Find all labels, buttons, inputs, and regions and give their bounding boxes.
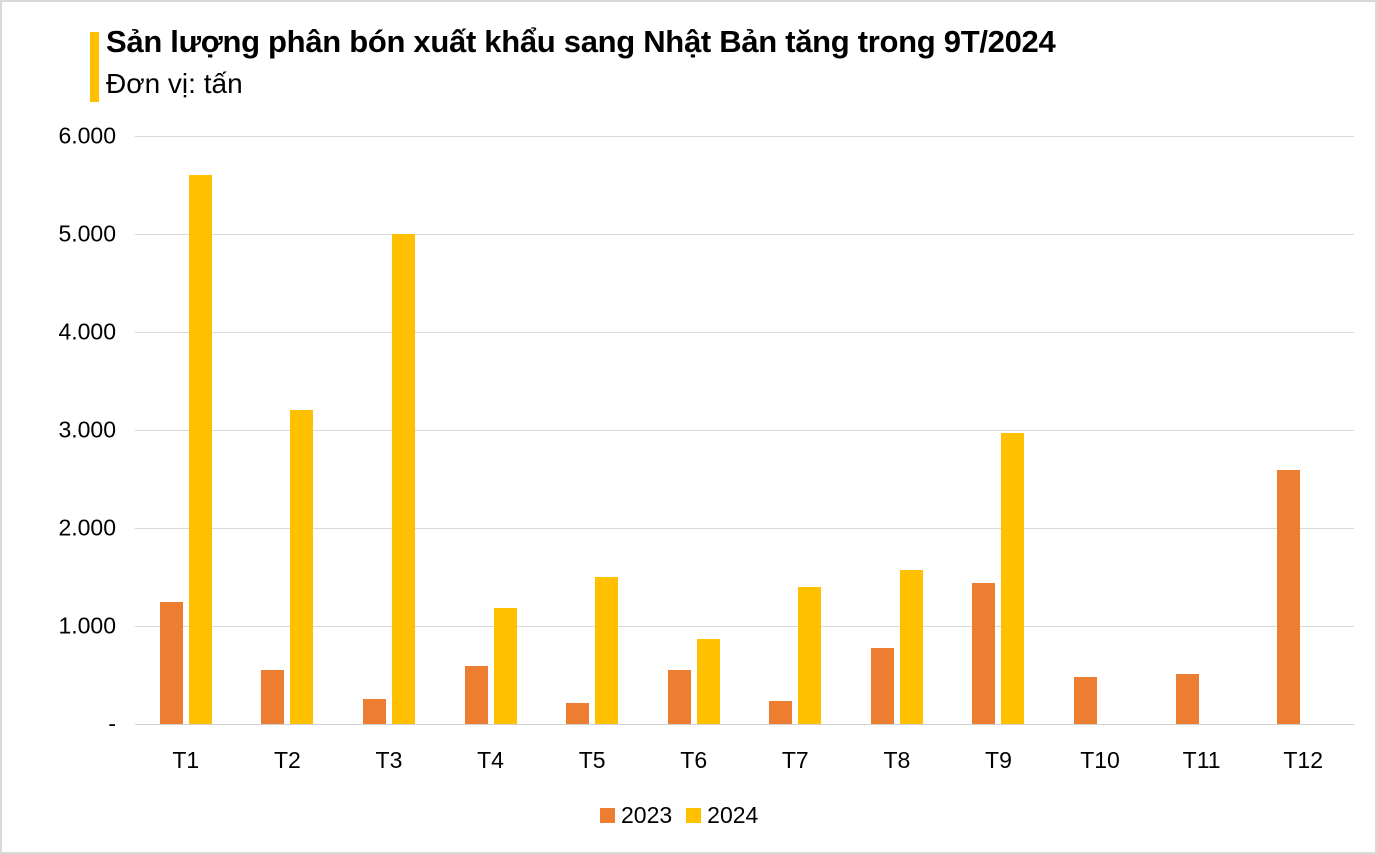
gridline bbox=[135, 430, 1354, 431]
x-tick-label: T2 bbox=[273, 747, 301, 773]
plot-area bbox=[135, 136, 1354, 725]
bar-2023-t9 bbox=[972, 582, 996, 724]
x-tick-label: T8 bbox=[883, 747, 911, 773]
bar-2024-t7 bbox=[798, 587, 822, 724]
bar-2024-t1 bbox=[188, 175, 212, 724]
y-tick-label: 6.000 bbox=[58, 122, 116, 149]
bar-2023-t8 bbox=[870, 648, 894, 724]
bar-2024-t6 bbox=[696, 639, 720, 724]
x-tick-label: T7 bbox=[781, 747, 809, 773]
legend-swatch-icon bbox=[600, 808, 615, 823]
x-tick-label: T12 bbox=[1283, 747, 1324, 773]
bar-2023-t2 bbox=[261, 670, 285, 724]
bar-2024-t9 bbox=[1001, 432, 1025, 724]
legend-label: 2023 bbox=[621, 802, 673, 828]
bar-2024-t8 bbox=[899, 570, 923, 724]
y-tick-label: 5.000 bbox=[58, 220, 116, 247]
x-tick-label: T6 bbox=[680, 747, 708, 773]
bar-2024-t3 bbox=[391, 234, 415, 724]
bar-2024-t5 bbox=[595, 577, 619, 724]
y-tick-label: 3.000 bbox=[58, 416, 116, 443]
gridline bbox=[135, 332, 1354, 333]
bar-2023-t12 bbox=[1277, 470, 1301, 724]
bar-2024-t2 bbox=[290, 410, 314, 724]
bar-2023-t6 bbox=[667, 670, 691, 724]
legend: 2023 2024 bbox=[600, 802, 772, 829]
y-tick-label: 2.000 bbox=[58, 514, 116, 541]
gridline bbox=[135, 528, 1354, 529]
x-tick-label: T5 bbox=[578, 747, 606, 773]
chart-subtitle: Đơn vị: tấn bbox=[106, 68, 243, 99]
chart-title: Sản lượng phân bón xuất khẩu sang Nhật B… bbox=[106, 24, 1056, 59]
x-tick-label: T1 bbox=[172, 747, 200, 773]
gridline bbox=[135, 136, 1354, 137]
x-tick-label: T3 bbox=[375, 747, 403, 773]
gridline bbox=[135, 234, 1354, 235]
bar-2023-t3 bbox=[362, 699, 386, 724]
bar-2023-t11 bbox=[1175, 674, 1199, 724]
bar-2023-t10 bbox=[1074, 676, 1098, 724]
legend-item-2024: 2024 bbox=[686, 802, 758, 829]
x-axis-line bbox=[135, 724, 1354, 725]
x-tick-label: T9 bbox=[985, 747, 1012, 773]
title-accent-bar bbox=[90, 32, 99, 102]
y-tick-label: - bbox=[108, 710, 116, 737]
bar-2023-t7 bbox=[769, 700, 793, 724]
legend-item-2023: 2023 bbox=[600, 802, 672, 829]
legend-label: 2024 bbox=[707, 802, 759, 828]
bar-2024-t4 bbox=[493, 608, 517, 724]
gridline bbox=[135, 626, 1354, 627]
y-tick-label: 1.000 bbox=[58, 612, 116, 639]
bar-2023-t1 bbox=[159, 602, 183, 724]
y-tick-label: 4.000 bbox=[58, 318, 116, 345]
x-tick-label: T4 bbox=[477, 747, 504, 773]
legend-swatch-icon bbox=[686, 808, 702, 823]
x-tick-label: T11 bbox=[1182, 747, 1221, 773]
bar-2023-t5 bbox=[566, 702, 590, 724]
bar-2023-t4 bbox=[464, 666, 488, 724]
x-tick-label: T10 bbox=[1080, 747, 1120, 773]
